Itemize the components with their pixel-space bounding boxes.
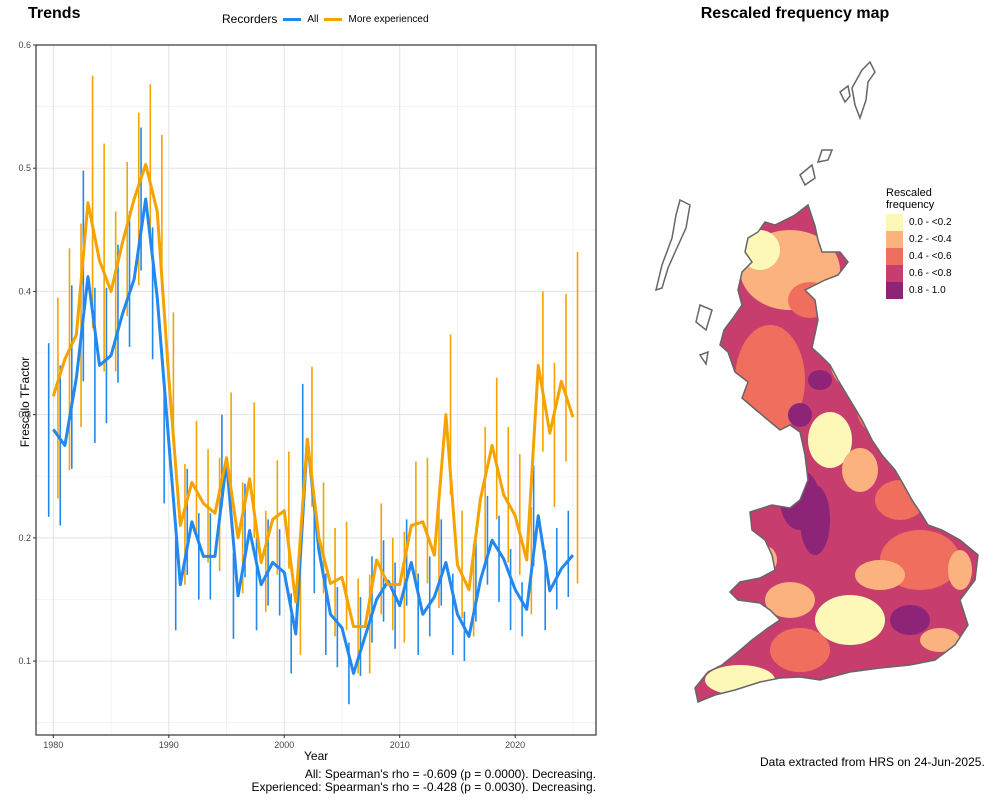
map-title: Rescaled frequency map: [700, 5, 890, 22]
legend-key-experienced: [324, 17, 343, 21]
map-legend-label: 0.6 - <0.8: [909, 268, 952, 279]
y-axis-label: Frescalo TFactor: [18, 356, 32, 448]
map-legend-swatch: [886, 265, 903, 282]
map-legend-label: 0.4 - <0.6: [909, 251, 952, 262]
x-tick-label: 1990: [159, 740, 179, 750]
trend-chart: 0.1 0.2 0.3 0.4 0.5 0.6 1980 1990 2000 2010 2020: [18, 40, 597, 750]
map-legend-swatch: [886, 214, 903, 231]
x-tick-label: 2010: [390, 740, 410, 750]
map-legend-swatch: [886, 282, 903, 299]
map-legend-item: 0.4 - <0.6: [886, 248, 952, 265]
series-line-all: [52, 197, 575, 675]
frequency-map: [654, 60, 979, 704]
map-legend-swatch: [886, 231, 903, 248]
y-tick-label: 0.3: [18, 410, 31, 420]
map-legend-title: Rescaled frequency: [886, 187, 952, 211]
data-credit: Data extracted from HRS on 24-Jun-2025.: [760, 755, 985, 769]
map-legend-label: 0.0 - <0.2: [909, 217, 952, 228]
y-tick-label: 0.6: [18, 40, 31, 50]
x-axis-label: Year: [304, 749, 329, 763]
y-tick-label: 0.5: [18, 163, 31, 173]
plot-frame: [35, 44, 597, 736]
legend-label-experienced: More experienced: [348, 13, 429, 25]
map-legend-title-line1: Rescaled: [886, 187, 932, 199]
map-coastline: [694, 203, 979, 704]
map-legend-item: 0.2 - <0.4: [886, 231, 952, 248]
y-tick-label: 0.2: [18, 533, 31, 543]
legend-key-all: [283, 17, 302, 21]
y-tick-label: 0.4: [18, 286, 31, 296]
x-tick-label: 1980: [43, 740, 63, 750]
trends-title: Trends: [28, 5, 81, 22]
x-tick-label: 2000: [274, 740, 294, 750]
stat-all-recorders: All: Spearman's rho = -0.609 (p = 0.0000…: [304, 767, 596, 781]
stat-experienced-recorders: Experienced: Spearman's rho = -0.428 (p …: [251, 780, 597, 794]
map-legend-label: 0.2 - <0.4: [909, 234, 952, 245]
chart-legend: Recorders All More experienced: [222, 12, 429, 26]
series-line-experienced: [51, 163, 575, 629]
map-legend-label: 0.8 - 1.0: [909, 285, 946, 296]
map-legend-item: 0.6 - <0.8: [886, 265, 952, 282]
map-legend: Rescaled frequency 0.0 - <0.2 0.2 - <0.4…: [886, 187, 952, 299]
x-tick-label: 2020: [505, 740, 525, 750]
map-legend-item: 0.8 - 1.0: [886, 282, 952, 299]
map-islands: [654, 60, 876, 366]
legend-label-all: All: [307, 13, 319, 25]
map-legend-title-line2: frequency: [886, 199, 935, 211]
map-legend-item: 0.0 - <0.2: [886, 214, 952, 231]
legend-title: Recorders: [222, 12, 278, 26]
y-tick-label: 0.1: [18, 656, 31, 666]
map-legend-swatch: [886, 248, 903, 265]
